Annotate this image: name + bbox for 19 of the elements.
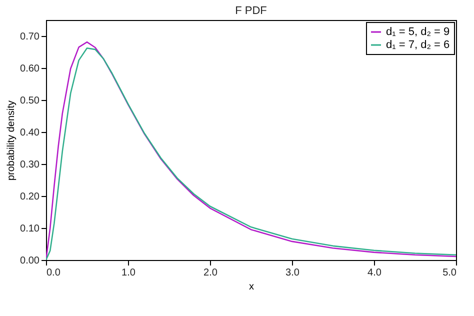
y-tick-label: 0.60 (20, 64, 40, 74)
y-tick-label: 0.30 (20, 160, 40, 170)
x-tick-label: 4.0 (368, 268, 382, 278)
y-tick-label: 0.50 (20, 96, 40, 106)
x-tick-label: 1.0 (122, 268, 136, 278)
legend-label: d₁ = 7, d₂ = 6 (386, 39, 450, 51)
y-tick-label: 0.00 (20, 256, 40, 266)
legend-label: d₁ = 5, d₂ = 9 (386, 26, 450, 38)
chart-title: F PDF (235, 5, 268, 17)
x-axis-title: x (249, 282, 254, 292)
x-tick-label: 0.0 (46, 268, 61, 278)
x-tick-label: 3.0 (286, 268, 300, 278)
y-tick-label: 0.70 (20, 32, 40, 42)
x-tick-label: 5.0 (442, 268, 457, 278)
y-tick-label: 0.20 (20, 192, 40, 202)
y-axis-title: probability density (6, 100, 18, 181)
y-tick-label: 0.10 (20, 224, 40, 234)
y-tick-label: 0.40 (20, 128, 40, 138)
x-tick-label: 2.0 (204, 268, 218, 278)
